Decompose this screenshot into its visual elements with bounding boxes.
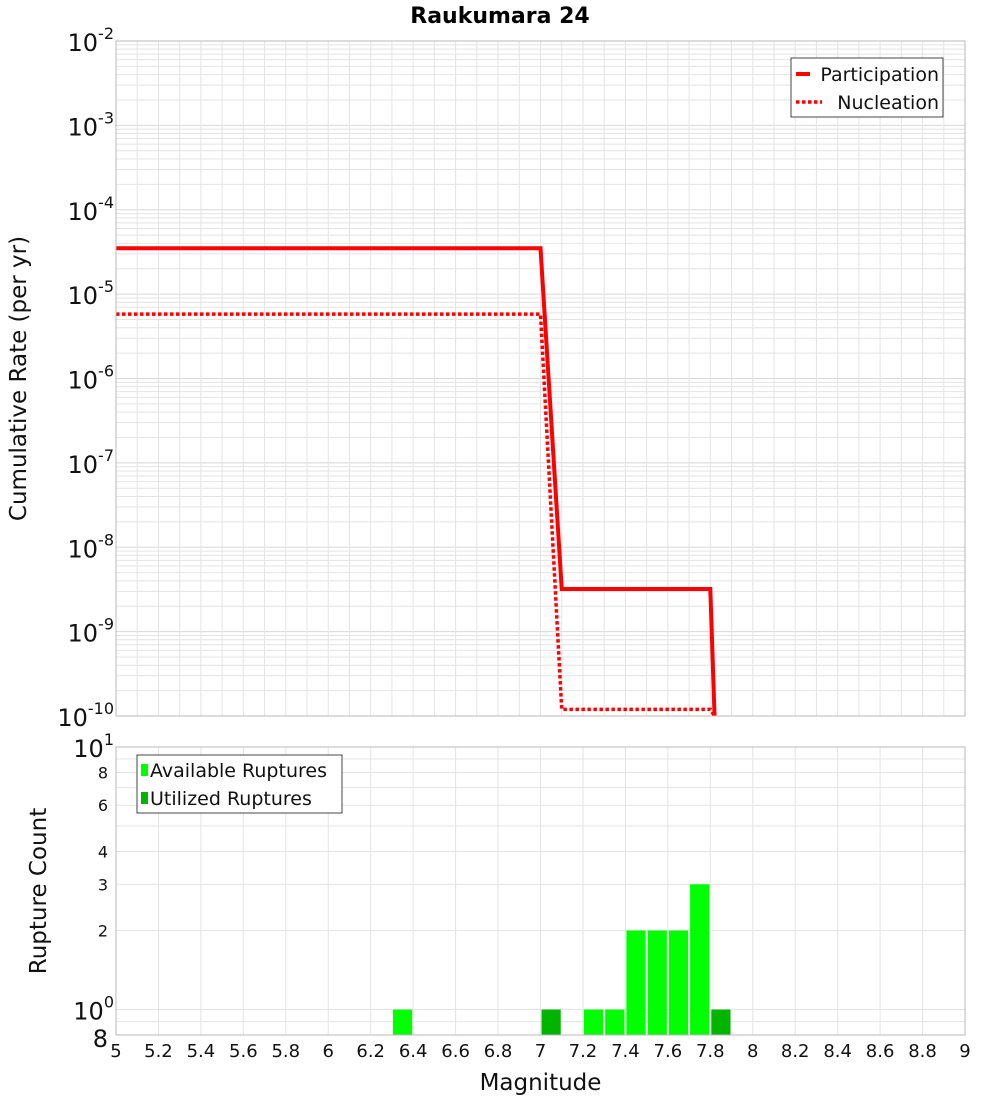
y-tick-label: 10-2 <box>68 24 115 57</box>
x-axis-label: Magnitude <box>480 1070 602 1096</box>
bar-utilized-ruptures <box>711 1009 731 1035</box>
legend-label-available-ruptures: Available Ruptures <box>150 760 327 782</box>
x-tick-label: 7.4 <box>611 1041 640 1062</box>
bar-available-ruptures <box>583 1009 604 1035</box>
legend-box <box>790 57 944 118</box>
bar-utilized-ruptures <box>541 1009 561 1035</box>
bottom-plot-border <box>115 746 966 1036</box>
x-tick-label: 6.2 <box>356 1041 385 1062</box>
y-tick-label: 8 <box>98 763 108 782</box>
x-tick-label: 7.6 <box>654 1041 683 1062</box>
x-tick-label: 5.2 <box>144 1041 173 1062</box>
bar-available-ruptures <box>668 930 689 1035</box>
x-tick-label: 5.8 <box>271 1041 300 1062</box>
y-tick-label: 8 <box>93 1025 108 1053</box>
y-tick-label: 2 <box>98 922 108 941</box>
y-tick-label: 101 <box>73 730 114 763</box>
x-tick-label: 8.6 <box>866 1041 895 1062</box>
bar-available-ruptures <box>605 1009 625 1035</box>
legend-label-utilized-ruptures: Utilized Ruptures <box>150 788 312 810</box>
x-tick-label: 5.6 <box>229 1041 258 1062</box>
y-tick-label: 10-7 <box>68 446 115 479</box>
top-plot-border <box>115 40 966 717</box>
legend-box <box>136 754 343 814</box>
x-tick-label: 9 <box>959 1041 970 1062</box>
series-line-nucleation <box>116 312 717 717</box>
x-tick-label: 6.6 <box>441 1041 470 1062</box>
y-axis-label-top: Cumulative Rate (per yr) <box>6 236 32 521</box>
series-line-participation <box>116 246 717 717</box>
bar-available-ruptures <box>626 930 646 1035</box>
x-tick-label: 7 <box>535 1041 546 1062</box>
bar-available-ruptures <box>647 930 667 1035</box>
x-tick-label: 6.8 <box>484 1041 513 1062</box>
y-tick-label: 10-10 <box>57 699 114 732</box>
legend-label-participation: Participation <box>820 64 939 86</box>
y-tick-label: 100 <box>73 993 114 1026</box>
y-tick-label: 10-9 <box>68 615 115 648</box>
x-tick-label: 8 <box>747 1041 758 1062</box>
legend-swatch-available-ruptures <box>141 764 148 776</box>
y-axis-label-bottom: Rupture Count <box>26 808 52 974</box>
x-tick-label: 6.4 <box>399 1041 428 1062</box>
x-tick-label: 6 <box>323 1041 334 1062</box>
y-tick-label: 10-3 <box>68 108 115 141</box>
y-tick-label: 3 <box>98 875 108 894</box>
x-tick-label: 8.8 <box>908 1041 937 1062</box>
y-tick-label: 6 <box>98 796 108 815</box>
y-tick-label: 4 <box>98 842 108 861</box>
legend-top: Participation Nucleation <box>790 57 944 118</box>
x-tick-label: 8.4 <box>823 1041 852 1062</box>
y-tick-label: 10-8 <box>68 530 115 563</box>
y-tick-label: 10-6 <box>68 362 115 395</box>
legend-bottom: Available Ruptures Utilized Ruptures <box>136 754 343 814</box>
legend-swatch-utilized-ruptures <box>141 792 148 804</box>
x-tick-label: 8.2 <box>781 1041 810 1062</box>
legend-label-nucleation: Nucleation <box>837 92 939 114</box>
y-tick-label: 10-4 <box>68 193 115 226</box>
chart-title: Raukumara 24 <box>410 4 589 29</box>
bar-available-ruptures <box>690 884 710 1035</box>
x-tick-label: 7.8 <box>696 1041 725 1062</box>
bar-available-ruptures <box>392 1009 413 1035</box>
y-tick-label: 10-5 <box>68 277 115 310</box>
x-tick-label: 7.2 <box>569 1041 598 1062</box>
x-tick-label: 5 <box>110 1041 121 1062</box>
top-gridlines <box>115 40 966 717</box>
x-tick-label: 5.4 <box>187 1041 216 1062</box>
